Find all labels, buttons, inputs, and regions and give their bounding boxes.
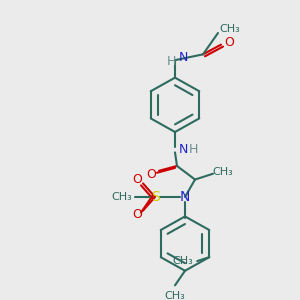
Text: CH₃: CH₃ [220, 24, 240, 34]
Text: O: O [132, 208, 142, 221]
Text: CH₃: CH₃ [213, 167, 233, 177]
Text: O: O [146, 168, 156, 181]
Text: H: H [166, 55, 176, 68]
Text: CH₃: CH₃ [112, 192, 132, 202]
Text: H: H [188, 143, 198, 156]
Text: CH₃: CH₃ [165, 291, 185, 300]
Text: N: N [178, 143, 188, 156]
Text: CH₃: CH₃ [173, 256, 194, 266]
Text: N: N [178, 51, 188, 64]
Text: S: S [151, 190, 159, 204]
Text: O: O [132, 173, 142, 186]
Text: O: O [224, 36, 234, 49]
Text: N: N [180, 190, 190, 204]
